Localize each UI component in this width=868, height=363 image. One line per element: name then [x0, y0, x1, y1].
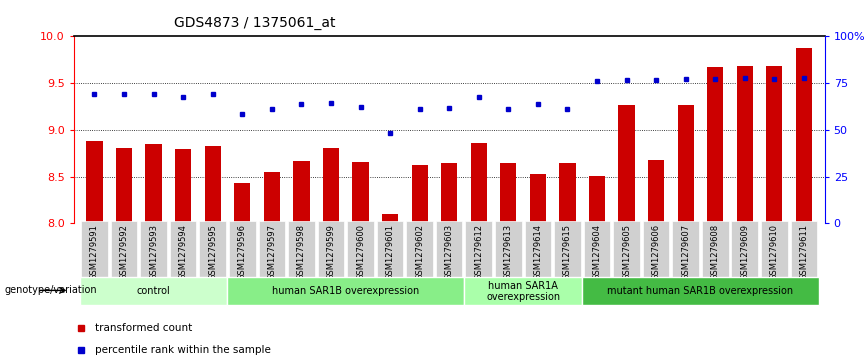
FancyBboxPatch shape [259, 221, 285, 278]
Bar [116, 147, 132, 223]
FancyBboxPatch shape [318, 221, 345, 278]
Bar [678, 106, 694, 223]
Text: GSM1279594: GSM1279594 [179, 224, 187, 280]
Bar [86, 141, 102, 223]
FancyBboxPatch shape [377, 221, 404, 278]
Bar [175, 150, 191, 223]
Bar [766, 66, 782, 223]
Text: mutant human SAR1B overexpression: mutant human SAR1B overexpression [608, 286, 793, 296]
Bar [264, 172, 280, 223]
Text: GSM1279599: GSM1279599 [326, 224, 335, 280]
FancyBboxPatch shape [554, 221, 581, 278]
Text: GDS4873 / 1375061_at: GDS4873 / 1375061_at [174, 16, 335, 30]
Bar [737, 66, 753, 223]
FancyBboxPatch shape [347, 221, 374, 278]
FancyBboxPatch shape [673, 221, 699, 278]
FancyBboxPatch shape [436, 221, 463, 278]
Text: GSM1279603: GSM1279603 [444, 224, 454, 280]
FancyBboxPatch shape [288, 221, 315, 278]
Text: GSM1279614: GSM1279614 [533, 224, 542, 280]
Bar [500, 163, 516, 223]
FancyBboxPatch shape [229, 221, 255, 278]
Text: GSM1279593: GSM1279593 [149, 224, 158, 280]
Bar [382, 214, 398, 223]
Text: GSM1279608: GSM1279608 [711, 224, 720, 280]
Text: GSM1279601: GSM1279601 [385, 224, 395, 280]
Text: GSM1279613: GSM1279613 [503, 224, 513, 280]
Bar [293, 160, 310, 223]
Bar [796, 48, 812, 223]
FancyBboxPatch shape [643, 221, 669, 278]
Bar [707, 67, 723, 223]
FancyBboxPatch shape [582, 277, 819, 305]
Bar [234, 183, 250, 223]
Text: genotype/variation: genotype/variation [4, 285, 97, 295]
Text: GSM1279602: GSM1279602 [415, 224, 424, 280]
Text: transformed count: transformed count [95, 323, 193, 333]
Bar [323, 147, 339, 223]
Bar [205, 146, 220, 223]
Text: GSM1279598: GSM1279598 [297, 224, 306, 280]
Text: GSM1279615: GSM1279615 [563, 224, 572, 280]
FancyBboxPatch shape [464, 277, 582, 305]
FancyBboxPatch shape [80, 277, 227, 305]
FancyBboxPatch shape [702, 221, 728, 278]
Text: GSM1279607: GSM1279607 [681, 224, 690, 280]
Bar [470, 143, 487, 223]
Text: GSM1279609: GSM1279609 [740, 224, 749, 280]
Text: GSM1279591: GSM1279591 [90, 224, 99, 280]
Text: GSM1279596: GSM1279596 [238, 224, 247, 280]
FancyBboxPatch shape [791, 221, 817, 278]
Bar [352, 163, 369, 223]
FancyBboxPatch shape [732, 221, 758, 278]
Bar [589, 176, 605, 223]
Text: GSM1279600: GSM1279600 [356, 224, 365, 280]
Text: GSM1279605: GSM1279605 [622, 224, 631, 280]
Bar [559, 163, 575, 223]
Bar [441, 163, 457, 223]
Bar [146, 144, 161, 223]
Text: human SAR1A
overexpression: human SAR1A overexpression [486, 281, 560, 302]
Text: GSM1279606: GSM1279606 [652, 224, 661, 280]
Text: GSM1279592: GSM1279592 [120, 224, 128, 280]
Bar [529, 174, 546, 223]
Bar [648, 160, 664, 223]
Text: GSM1279610: GSM1279610 [770, 224, 779, 280]
Bar [411, 165, 428, 223]
FancyBboxPatch shape [583, 221, 610, 278]
FancyBboxPatch shape [614, 221, 640, 278]
FancyBboxPatch shape [406, 221, 433, 278]
Text: GSM1279597: GSM1279597 [267, 224, 276, 280]
Text: GSM1279611: GSM1279611 [799, 224, 808, 280]
Bar [618, 106, 635, 223]
FancyBboxPatch shape [170, 221, 196, 278]
Text: GSM1279604: GSM1279604 [593, 224, 602, 280]
FancyBboxPatch shape [200, 221, 226, 278]
FancyBboxPatch shape [82, 221, 108, 278]
Text: percentile rank within the sample: percentile rank within the sample [95, 345, 271, 355]
Text: control: control [137, 286, 170, 296]
FancyBboxPatch shape [465, 221, 492, 278]
FancyBboxPatch shape [141, 221, 167, 278]
FancyBboxPatch shape [761, 221, 787, 278]
FancyBboxPatch shape [495, 221, 522, 278]
FancyBboxPatch shape [227, 277, 464, 305]
Text: GSM1279595: GSM1279595 [208, 224, 217, 280]
Text: human SAR1B overexpression: human SAR1B overexpression [272, 286, 419, 296]
FancyBboxPatch shape [111, 221, 137, 278]
FancyBboxPatch shape [524, 221, 551, 278]
Text: GSM1279612: GSM1279612 [474, 224, 483, 280]
